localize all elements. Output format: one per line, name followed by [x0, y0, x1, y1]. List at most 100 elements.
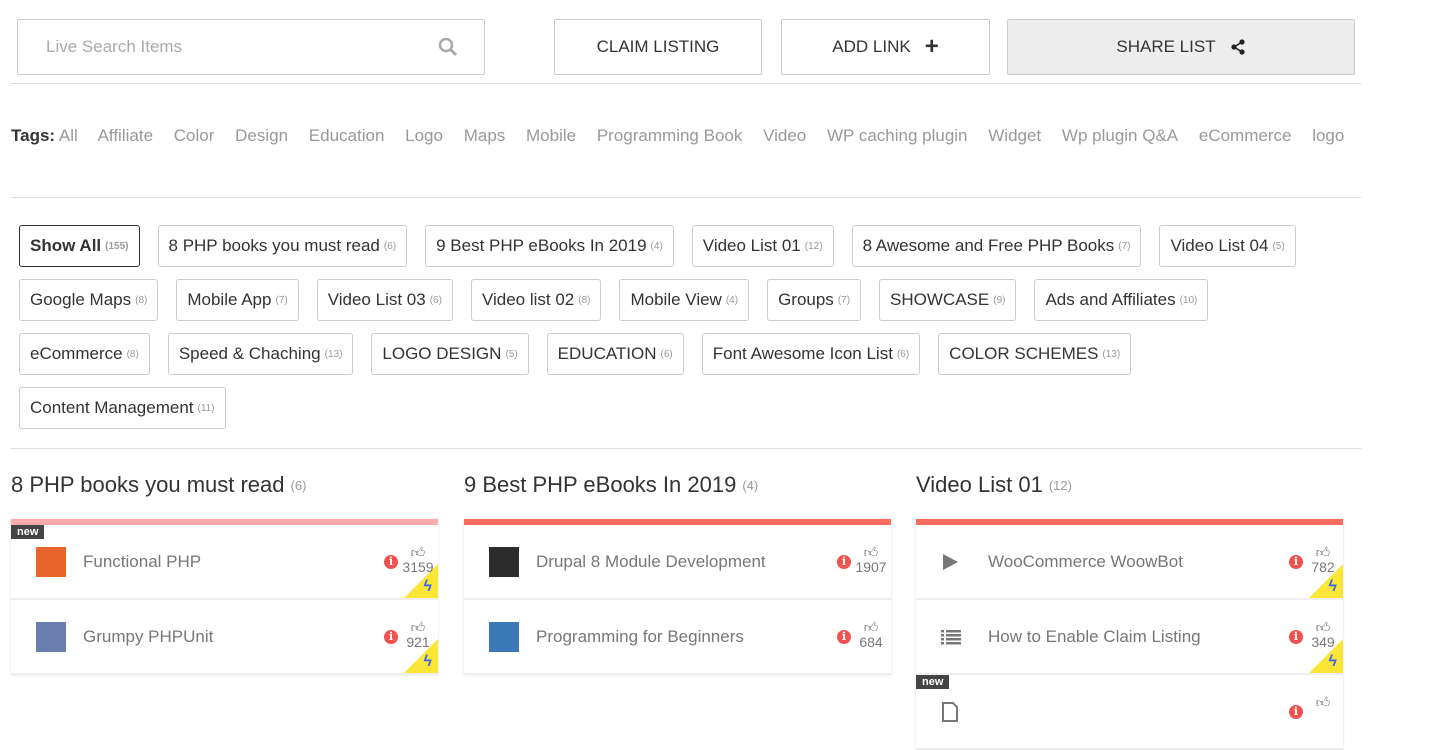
- filter-count: (5): [505, 348, 518, 360]
- item-link[interactable]: Drupal 8 Module Development: [536, 551, 766, 571]
- list-item[interactable]: Drupal 8 Module Development i 👍︎ 1907: [464, 525, 891, 600]
- filter-count: (13): [1102, 348, 1121, 360]
- item-link[interactable]: Functional PHP: [83, 551, 202, 571]
- info-icon[interactable]: i: [384, 555, 398, 569]
- filter-label: 9 Best PHP eBooks In 2019: [436, 236, 647, 255]
- filter-button[interactable]: Mobile App (7): [176, 279, 299, 321]
- info-icon[interactable]: i: [837, 630, 851, 644]
- info-icon[interactable]: i: [1289, 630, 1303, 644]
- filter-row: eCommerce (8) Speed & Chaching (13) LOGO DES…: [19, 333, 1132, 375]
- upvote-button[interactable]: 👍︎ 349: [1305, 620, 1341, 650]
- filter-button[interactable]: 9 Best PHP eBooks In 2019 (4): [425, 225, 674, 267]
- filter-label: COLOR SCHEMES: [949, 344, 1099, 363]
- tag-link[interactable]: Programming Book: [596, 126, 743, 145]
- filter-button[interactable]: Video List 04 (5): [1159, 225, 1296, 267]
- new-badge: new: [916, 675, 950, 689]
- list-item[interactable]: Programming for Beginners i 👍︎ 684: [464, 600, 891, 675]
- tag-link[interactable]: Widget: [988, 126, 1042, 145]
- filter-button[interactable]: Content Management (11): [19, 387, 226, 429]
- info-icon[interactable]: i: [384, 630, 398, 644]
- vote-count: 921: [406, 634, 430, 650]
- filter-count: (11): [197, 402, 215, 414]
- upvote-button[interactable]: 👍︎ 3159: [400, 545, 436, 575]
- tag-link[interactable]: Wp plugin Q&A: [1061, 126, 1179, 145]
- tag-link[interactable]: logo: [1312, 126, 1345, 145]
- divider: [11, 197, 1361, 198]
- filter-label: Groups: [778, 290, 834, 309]
- list-item[interactable]: new Functional PHP i 👍︎ 3159 ϟ: [11, 525, 438, 600]
- filter-button[interactable]: Ads and Affiliates (10): [1034, 279, 1209, 321]
- filter-label: Font Awesome Icon List: [712, 344, 893, 363]
- upvote-button[interactable]: 👍︎ 921: [400, 620, 436, 650]
- item-link[interactable]: Grumpy PHPUnit: [83, 626, 214, 646]
- filter-button[interactable]: Video list 02 (8): [470, 279, 602, 321]
- tag-link[interactable]: eCommerce: [1198, 126, 1292, 145]
- search-input[interactable]: [44, 36, 438, 58]
- vote-count: 782: [1311, 559, 1335, 575]
- filter-button[interactable]: eCommerce (8): [19, 333, 150, 375]
- upvote-button[interactable]: 👍︎ 782: [1305, 545, 1341, 575]
- filter-button[interactable]: Show All (155): [19, 225, 140, 267]
- filter-button[interactable]: 8 PHP books you must read (6): [157, 225, 408, 267]
- filter-button[interactable]: EDUCATION (6): [546, 333, 684, 375]
- filter-count: (6): [383, 240, 397, 252]
- tag-link[interactable]: Video: [763, 126, 807, 145]
- list-item[interactable]: Grumpy PHPUnit i 👍︎ 921 ϟ: [11, 600, 438, 675]
- filter-button[interactable]: COLOR SCHEMES (13): [938, 333, 1132, 375]
- filter-button[interactable]: LOGO DESIGN (5): [371, 333, 529, 375]
- claim-listing-button[interactable]: CLAIM LISTING: [554, 19, 762, 75]
- list-card: WooCommerce WoowBot i 👍︎ 782 ϟ How to Enable …: [916, 519, 1343, 750]
- filter-label: Mobile View: [630, 290, 722, 309]
- filter-label: Video list 02: [481, 290, 575, 309]
- featured-corner: [404, 564, 438, 598]
- item-link[interactable]: Programming for Beginners: [536, 626, 744, 646]
- featured-corner: [1309, 564, 1343, 598]
- item-link[interactable]: How to Enable Claim Listing: [988, 626, 1201, 646]
- list-item[interactable]: WooCommerce WoowBot i 👍︎ 782 ϟ: [916, 525, 1343, 600]
- upvote-button[interactable]: 👍︎: [1305, 695, 1341, 709]
- filter-count: (8): [578, 294, 591, 306]
- tag-link[interactable]: Color: [173, 126, 215, 145]
- thumbs-up-icon: 👍︎: [410, 619, 426, 635]
- info-icon[interactable]: i: [1289, 555, 1303, 569]
- filter-button[interactable]: Mobile View (4): [619, 279, 750, 321]
- info-icon[interactable]: i: [837, 555, 851, 569]
- tag-link[interactable]: Design: [235, 126, 289, 145]
- filter-label: eCommerce: [30, 344, 123, 363]
- info-icon[interactable]: i: [1289, 705, 1303, 719]
- thumbs-up-icon: 👍︎: [1315, 694, 1331, 710]
- bolt-icon: ϟ: [423, 578, 432, 595]
- filter-row: Show All (155) 8 PHP books you must read (6…: [19, 225, 1296, 267]
- search-icon[interactable]: [438, 37, 458, 57]
- list-count: (12): [1048, 477, 1072, 493]
- filter-button[interactable]: Google Maps (8): [19, 279, 159, 321]
- tag-link[interactable]: Affiliate: [97, 126, 154, 145]
- list-title: 9 Best PHP eBooks In 2019 (4): [464, 470, 891, 500]
- list-item[interactable]: How to Enable Claim Listing i 👍︎ 349 ϟ: [916, 600, 1343, 675]
- tag-link[interactable]: All: [58, 126, 78, 145]
- item-link[interactable]: WooCommerce WoowBot: [988, 551, 1183, 571]
- tag-link[interactable]: Mobile: [526, 126, 577, 145]
- filter-button[interactable]: Speed & Chaching (13): [167, 333, 354, 375]
- tag-link[interactable]: Education: [308, 126, 385, 145]
- filter-button[interactable]: Font Awesome Icon List (6): [701, 333, 921, 375]
- tag-link[interactable]: Logo: [405, 126, 443, 145]
- filter-button[interactable]: Video List 01 (12): [691, 225, 834, 267]
- file-icon: [941, 701, 971, 722]
- live-search[interactable]: [17, 19, 485, 75]
- filter-button[interactable]: Video List 03 (6): [316, 279, 453, 321]
- share-list-button[interactable]: SHARE LIST: [1007, 19, 1355, 75]
- tag-link[interactable]: Maps: [463, 126, 506, 145]
- filter-label: Content Management: [30, 398, 194, 417]
- filter-button[interactable]: SHOWCASE (9): [879, 279, 1017, 321]
- vote-count: 1907: [855, 559, 887, 575]
- upvote-button[interactable]: 👍︎ 684: [853, 620, 889, 650]
- tag-link[interactable]: WP caching plugin: [827, 126, 968, 145]
- featured-corner: [404, 639, 438, 673]
- upvote-button[interactable]: 👍︎ 1907: [853, 545, 889, 575]
- add-link-button[interactable]: ADD LINK +: [781, 19, 990, 75]
- filter-button[interactable]: Groups (7): [767, 279, 862, 321]
- filter-count: (13): [324, 348, 343, 360]
- list-item[interactable]: new i 👍︎: [916, 675, 1343, 750]
- filter-button[interactable]: 8 Awesome and Free PHP Books (7): [851, 225, 1142, 267]
